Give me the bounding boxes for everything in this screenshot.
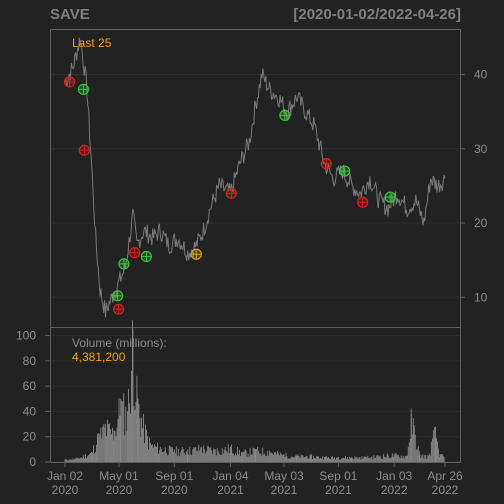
x-tick-year-label: 2022 (381, 483, 408, 497)
buy-signal-marker (384, 191, 396, 203)
volume-y-tick-label: 0 (29, 455, 36, 469)
volume-y-tick-label: 80 (23, 354, 37, 368)
price-y-tick-label: 20 (474, 216, 488, 230)
volume-y-tick-label: 100 (16, 329, 36, 343)
last-n-label: Last 25 (72, 36, 112, 50)
date-range: [2020-01-02/2022-04-26] (293, 6, 461, 23)
sell-signal-marker (63, 76, 76, 88)
buy-signal-marker (279, 109, 291, 121)
volume-y-axis: 0 20 40 60 80 100 (16, 329, 50, 469)
x-tick-label: May 03 (264, 469, 304, 483)
x-tick-year-label: 2020 (106, 483, 133, 497)
x-tick-year-label: 2021 (271, 483, 298, 497)
x-tick-year-label: 2020 (161, 483, 188, 497)
buy-signal-marker (339, 165, 351, 177)
price-line (64, 37, 446, 318)
sell-signal-marker (129, 247, 141, 259)
volume-panel: 0 20 40 60 80 100 Volume (millions): 4,381,20… (16, 320, 461, 469)
price-y-axis: 10 20 30 40 (460, 68, 488, 304)
sell-signal-marker (112, 303, 125, 315)
ticker-title: SAVE (50, 6, 90, 23)
x-tick-label: Jan 03 (376, 469, 412, 483)
buy-signal-marker (112, 290, 124, 302)
price-y-tick-label: 10 (474, 290, 488, 304)
x-tick-label: Sep 01 (319, 469, 357, 483)
x-tick-label: Apr 26 (427, 469, 463, 483)
x-tick-year-label: 2021 (217, 483, 244, 497)
price-series (64, 37, 446, 318)
buy-signal-marker (77, 83, 90, 96)
sell-signal-marker (320, 158, 332, 170)
x-tick-label: Jan 02 (47, 469, 83, 483)
x-tick-year-label: 2021 (325, 483, 352, 497)
sell-signal-marker (225, 187, 237, 199)
price-grid (51, 74, 460, 298)
x-tick-year-label: 2020 (52, 483, 79, 497)
signal-markers (63, 76, 396, 315)
x-tick-label: Jan 04 (212, 469, 248, 483)
volume-y-tick-label: 20 (23, 430, 37, 444)
flat-signal-marker (190, 248, 202, 260)
volume-panel-frame (50, 327, 461, 463)
volume-y-tick-label: 60 (23, 379, 37, 393)
volume-bars (64, 320, 445, 462)
sell-signal-marker (357, 196, 369, 208)
buy-signal-marker (118, 258, 130, 270)
price-panel: 10 20 30 40 Last 25 (50, 29, 488, 328)
volume-label: Volume (millions): (72, 336, 167, 350)
x-tick-label: May 01 (99, 469, 139, 483)
price-y-tick-label: 30 (474, 142, 488, 156)
sell-signal-marker (78, 144, 90, 156)
volume-y-tick-label: 40 (23, 404, 37, 418)
price-y-tick-label: 40 (474, 68, 488, 82)
buy-signal-marker (140, 250, 152, 263)
volume-last-value: 4,381,200 (72, 350, 126, 364)
x-tick-label: Sep 01 (155, 469, 193, 483)
x-tick-year-label: 2022 (432, 483, 459, 497)
